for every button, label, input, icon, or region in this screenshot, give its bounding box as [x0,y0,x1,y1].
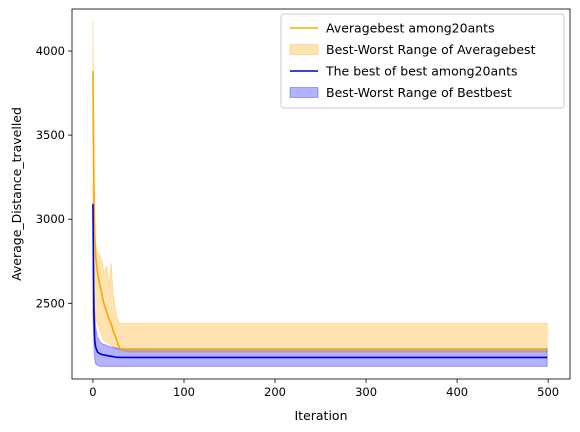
y-tick-label: 2500 [36,296,65,310]
legend: Averagebest among20ants Best-Worst Range … [280,13,565,109]
legend-swatch-band [289,87,319,98]
band-best-worst-range-of-averagebest [92,20,548,353]
legend-swatch-band [289,44,319,55]
x-tick-label: 0 [89,385,96,399]
x-axis-label: Iteration [294,408,347,423]
lines [92,71,548,359]
legend-label: Best-Worst Range of Bestbest [326,85,512,100]
y-axis-label: Average_Distance_travelled [9,107,24,281]
legend-label: Averagebest among20ants [326,21,495,36]
legend-label: The best of best among20ants [325,64,518,79]
legend-label: Best-Worst Range of Averagebest [326,42,536,57]
x-axis-ticks: 0 100 200 300 400 500 [89,379,559,399]
series-line-averagebest-among20ants [92,71,548,351]
plot-frame [71,8,571,380]
y-tick-label: 3500 [36,128,65,142]
series-line-the-best-of-best-among20ants [92,204,548,359]
x-tick-label: 300 [355,385,377,399]
legend-frame [280,13,565,109]
y-axis-ticks: 2500 3000 3500 4000 [36,44,72,310]
y-tick-label: 4000 [36,44,65,58]
x-tick-label: 400 [446,385,468,399]
x-tick-label: 100 [173,385,195,399]
x-tick-label: 200 [264,385,286,399]
y-tick-label: 3000 [36,212,65,226]
x-tick-label: 500 [537,385,559,399]
